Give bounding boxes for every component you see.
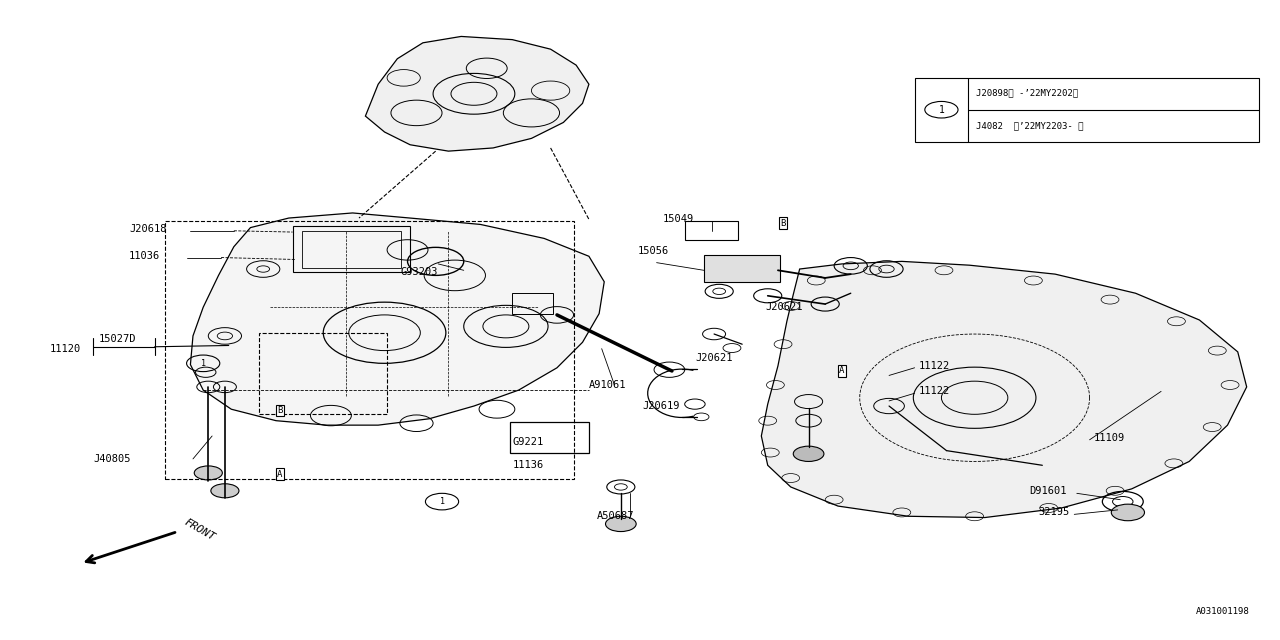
Text: J20898〈 -’22MY2202〉: J20898〈 -’22MY2202〉: [975, 89, 1078, 98]
Text: 15049: 15049: [663, 214, 694, 224]
Polygon shape: [762, 261, 1247, 518]
Bar: [915, 78, 1260, 141]
Text: A: A: [278, 470, 283, 479]
Text: 15027D: 15027D: [99, 334, 136, 344]
Text: 1: 1: [938, 105, 945, 115]
Text: B: B: [278, 406, 283, 415]
Text: J20621: J20621: [695, 353, 732, 364]
Polygon shape: [365, 36, 589, 151]
Bar: [165, 221, 573, 479]
Text: J20618: J20618: [129, 224, 166, 234]
Text: 11036: 11036: [129, 252, 160, 261]
Text: FRONT: FRONT: [183, 518, 218, 543]
Text: 1: 1: [439, 497, 444, 506]
Circle shape: [211, 484, 239, 498]
Bar: [512, 293, 553, 314]
Text: 11120: 11120: [50, 344, 81, 354]
Text: A50687: A50687: [596, 511, 634, 521]
Bar: [260, 333, 387, 414]
Text: B: B: [781, 219, 786, 228]
Text: J20619: J20619: [643, 401, 680, 411]
Polygon shape: [191, 213, 604, 425]
Text: G9221: G9221: [512, 437, 544, 447]
Text: J20621: J20621: [765, 302, 803, 312]
Text: 15056: 15056: [637, 246, 668, 256]
Bar: [704, 255, 781, 282]
Text: J4082  〈’22MY2203- 〉: J4082 〈’22MY2203- 〉: [975, 122, 1083, 131]
Text: 32195: 32195: [1038, 508, 1070, 518]
Bar: [509, 422, 589, 452]
Text: A91061: A91061: [589, 380, 626, 390]
Circle shape: [794, 446, 824, 461]
Text: 11136: 11136: [512, 460, 544, 470]
Text: 11122: 11122: [919, 387, 950, 396]
Bar: [293, 227, 410, 272]
Text: G93203: G93203: [401, 268, 438, 277]
Text: 11122: 11122: [919, 361, 950, 371]
Text: 1: 1: [201, 359, 206, 368]
Text: J40805: J40805: [93, 454, 131, 464]
Bar: [302, 231, 401, 268]
Circle shape: [1111, 504, 1144, 521]
Circle shape: [605, 516, 636, 532]
Text: A: A: [840, 367, 845, 376]
Circle shape: [195, 466, 223, 480]
Text: 11109: 11109: [1093, 433, 1125, 443]
Text: A031001198: A031001198: [1196, 607, 1249, 616]
Bar: [685, 221, 739, 241]
Text: D91601: D91601: [1029, 486, 1068, 496]
